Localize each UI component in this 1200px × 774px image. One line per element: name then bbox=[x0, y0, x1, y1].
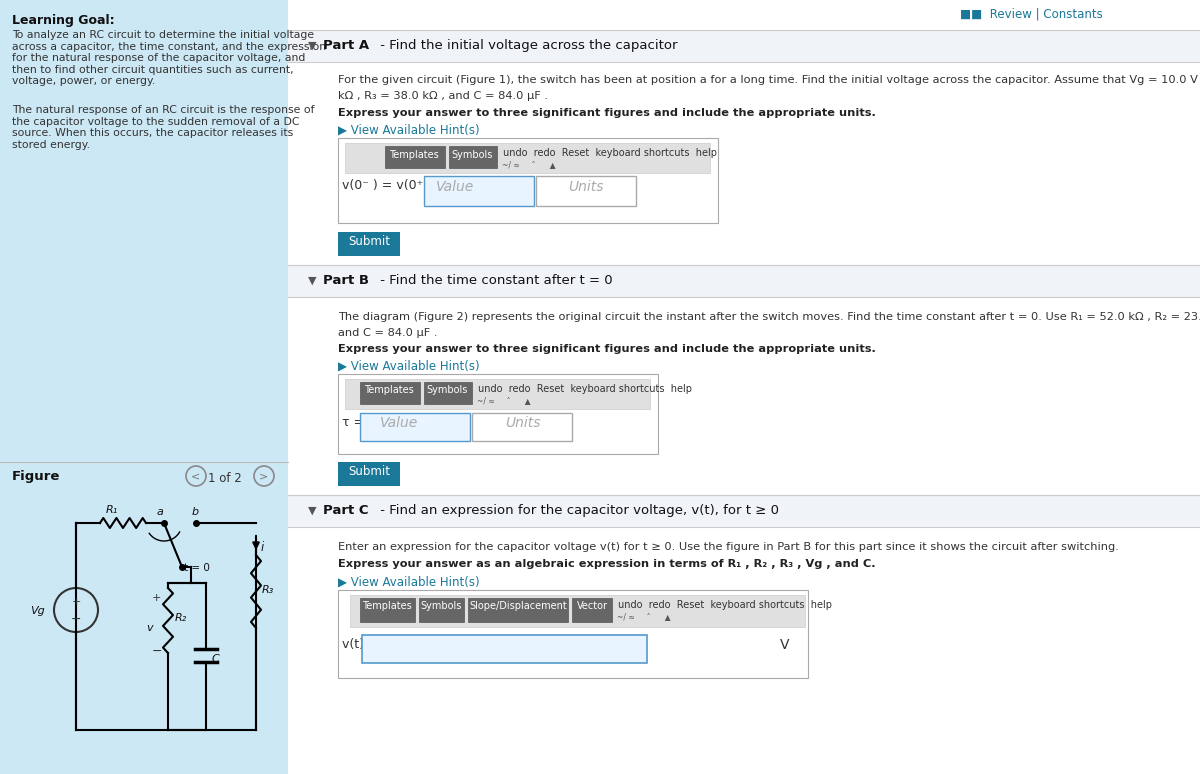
Text: a: a bbox=[157, 507, 164, 517]
Text: Symbols: Symbols bbox=[420, 601, 462, 611]
Text: and C = 84.0 μF .: and C = 84.0 μF . bbox=[338, 328, 438, 338]
Text: v(0⁻ ) = v(0⁺ ) =: v(0⁻ ) = v(0⁺ ) = bbox=[342, 179, 446, 192]
Text: +: + bbox=[71, 597, 80, 607]
Bar bbox=[288, 265, 1200, 297]
Bar bbox=[472, 413, 572, 441]
Bar bbox=[424, 176, 534, 206]
Text: +: + bbox=[152, 593, 161, 603]
Text: - Find the initial voltage across the capacitor: - Find the initial voltage across the ca… bbox=[376, 39, 678, 52]
Text: >: > bbox=[259, 471, 269, 481]
Text: ■■  Review | Constants: ■■ Review | Constants bbox=[960, 8, 1103, 21]
Bar bbox=[360, 413, 470, 441]
Text: ~/ ≈     ˄      ▲: ~/ ≈ ˄ ▲ bbox=[617, 612, 671, 621]
Text: For the given circuit (Figure 1), the switch has been at position a for a long t: For the given circuit (Figure 1), the sw… bbox=[338, 75, 1200, 85]
Text: R₃: R₃ bbox=[262, 585, 275, 595]
Text: R₁: R₁ bbox=[106, 505, 119, 515]
Bar bbox=[536, 176, 636, 206]
Text: <: < bbox=[191, 471, 200, 481]
Bar bbox=[360, 598, 415, 622]
Text: Express your answer as an algebraic expression in terms of R₁ , R₂ , R₃ , Vg , a: Express your answer as an algebraic expr… bbox=[338, 559, 876, 569]
Text: Vg: Vg bbox=[30, 606, 44, 616]
Text: Submit: Submit bbox=[348, 465, 390, 478]
Text: undo  redo  Reset  keyboard shortcuts  help: undo redo Reset keyboard shortcuts help bbox=[503, 148, 718, 158]
Text: ▼: ▼ bbox=[308, 41, 317, 51]
Bar bbox=[338, 232, 400, 256]
Text: ▼: ▼ bbox=[308, 276, 317, 286]
Text: Templates: Templates bbox=[364, 385, 414, 395]
Text: b: b bbox=[192, 507, 199, 517]
Text: undo  redo  Reset  keyboard shortcuts  help: undo redo Reset keyboard shortcuts help bbox=[478, 384, 692, 394]
Text: ▼: ▼ bbox=[308, 506, 317, 516]
Bar bbox=[338, 374, 658, 454]
Text: The diagram (Figure 2) represents the original circuit the instant after the swi: The diagram (Figure 2) represents the or… bbox=[338, 312, 1200, 322]
Text: −: − bbox=[152, 645, 162, 658]
Bar bbox=[0, 0, 288, 774]
Bar bbox=[338, 590, 808, 678]
Text: v(t) =: v(t) = bbox=[342, 638, 379, 651]
Text: t = 0: t = 0 bbox=[184, 563, 210, 573]
Text: Units: Units bbox=[568, 180, 604, 194]
Text: Learning Goal:: Learning Goal: bbox=[12, 14, 115, 27]
Bar bbox=[288, 0, 1200, 774]
Text: - Find the time constant after t = 0: - Find the time constant after t = 0 bbox=[376, 274, 613, 287]
Text: Submit: Submit bbox=[348, 235, 390, 248]
Bar bbox=[346, 379, 650, 409]
Text: Symbols: Symbols bbox=[427, 385, 468, 395]
Text: v: v bbox=[146, 623, 152, 633]
Text: ▶ View Available Hint(s): ▶ View Available Hint(s) bbox=[338, 124, 480, 137]
Bar bbox=[424, 382, 472, 404]
Text: kΩ , R₃ = 38.0 kΩ , and C = 84.0 μF .: kΩ , R₃ = 38.0 kΩ , and C = 84.0 μF . bbox=[338, 91, 548, 101]
Text: Templates: Templates bbox=[362, 601, 412, 611]
Bar bbox=[362, 635, 647, 663]
Bar bbox=[572, 598, 612, 622]
Text: Express your answer to three significant figures and include the appropriate uni: Express your answer to three significant… bbox=[338, 108, 876, 118]
Bar bbox=[385, 146, 444, 168]
Text: Value: Value bbox=[380, 416, 419, 430]
Bar bbox=[360, 382, 420, 404]
Text: - Find an expression for the capacitor voltage, v(t), for t ≥ 0: - Find an expression for the capacitor v… bbox=[376, 504, 779, 517]
Text: Value: Value bbox=[436, 180, 474, 194]
Text: Enter an expression for the capacitor voltage v(t) for t ≥ 0. Use the figure in : Enter an expression for the capacitor vo… bbox=[338, 542, 1118, 552]
Text: Part C: Part C bbox=[323, 504, 368, 517]
Bar bbox=[449, 146, 497, 168]
Bar bbox=[468, 598, 568, 622]
Text: 1 of 2: 1 of 2 bbox=[208, 472, 241, 485]
Text: i: i bbox=[262, 541, 264, 554]
Text: V: V bbox=[780, 638, 790, 652]
Text: undo  redo  Reset  keyboard shortcuts  help: undo redo Reset keyboard shortcuts help bbox=[618, 600, 832, 610]
Bar bbox=[288, 495, 1200, 527]
Text: Figure: Figure bbox=[12, 470, 60, 483]
Text: ▶ View Available Hint(s): ▶ View Available Hint(s) bbox=[338, 360, 480, 373]
Text: Units: Units bbox=[505, 416, 540, 430]
Bar bbox=[288, 30, 1200, 62]
Text: ~/ ≈     ˄      ▲: ~/ ≈ ˄ ▲ bbox=[502, 160, 556, 169]
Text: C: C bbox=[212, 653, 220, 663]
Text: ~/ ≈     ˄      ▲: ~/ ≈ ˄ ▲ bbox=[478, 396, 530, 405]
Text: Express your answer to three significant figures and include the appropriate uni: Express your answer to three significant… bbox=[338, 344, 876, 354]
Bar bbox=[350, 595, 805, 627]
Text: Part A: Part A bbox=[323, 39, 370, 52]
Text: τ =: τ = bbox=[342, 416, 364, 429]
Text: ▶ View Available Hint(s): ▶ View Available Hint(s) bbox=[338, 576, 480, 589]
Bar bbox=[338, 138, 718, 223]
Text: −: − bbox=[71, 612, 82, 625]
Text: R₂: R₂ bbox=[175, 613, 187, 623]
Text: The natural response of an RC circuit is the response of
the capacitor voltage t: The natural response of an RC circuit is… bbox=[12, 105, 314, 150]
Text: To analyze an RC circuit to determine the initial voltage
across a capacitor, th: To analyze an RC circuit to determine th… bbox=[12, 30, 326, 87]
Text: Slope/Displacement: Slope/Displacement bbox=[469, 601, 566, 611]
Bar bbox=[338, 462, 400, 486]
Bar bbox=[346, 143, 710, 173]
Text: Part B: Part B bbox=[323, 274, 370, 287]
Text: Symbols: Symbols bbox=[452, 150, 493, 160]
Text: Templates: Templates bbox=[389, 150, 439, 160]
Text: Vector: Vector bbox=[576, 601, 607, 611]
Bar bbox=[419, 598, 464, 622]
